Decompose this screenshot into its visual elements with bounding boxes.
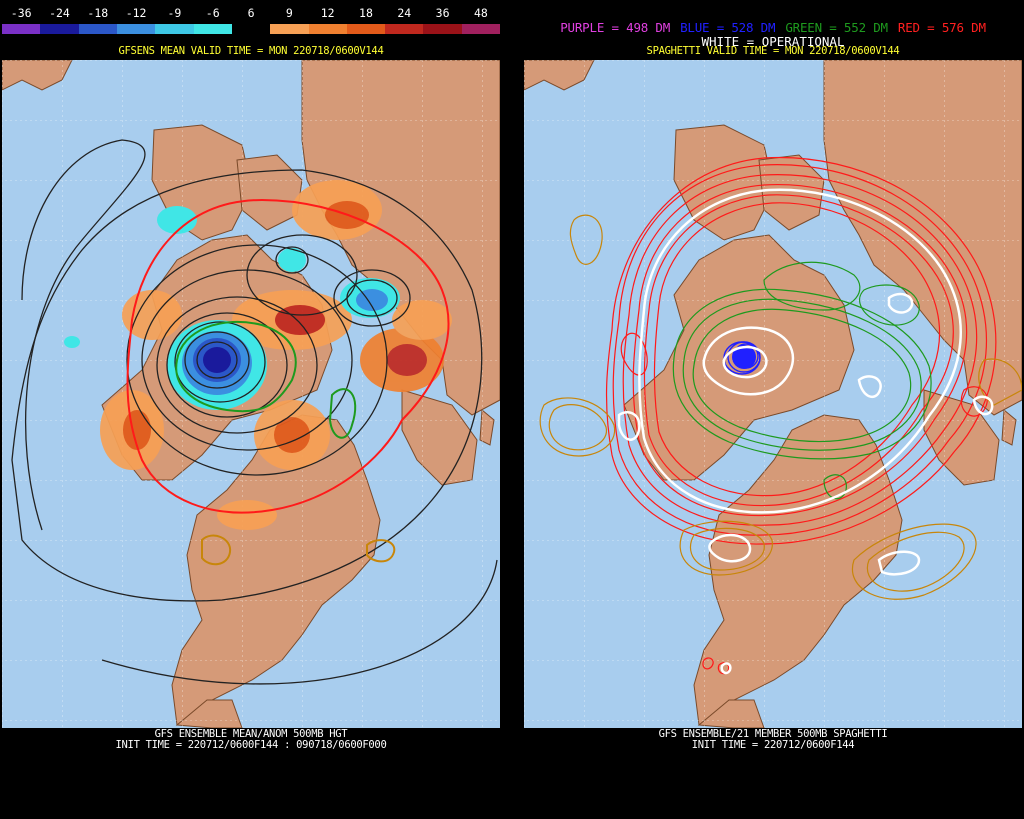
colorbar-label: -18 [87,6,109,20]
colorbar-label: -12 [125,6,147,20]
colorbar-swatch [155,24,194,34]
right-bottom-title: GFS ENSEMBLE/21 MEMBER 500MB SPAGHETTI [658,728,888,740]
colorbar-swatch [308,24,347,34]
colorbar-label: 6 [247,6,255,20]
ensemble-mean-anomaly-panel: -36 -24 -18 -12 -9 -6 6 9 12 18 24 36 48 GFSENS MEAN… [0,0,502,819]
colorbar-swatch [2,24,41,34]
legend-white: WHITE = OPERATIONAL [701,34,845,49]
negative-anomalies [64,206,400,410]
colorbar-label: -6 [205,6,220,20]
colorbar-swatch [40,24,79,34]
left-bottom-title: GFS ENSEMBLE MEAN/ANOM 500MB HGT [154,728,348,740]
colorbar-swatch [193,24,232,34]
spaghetti-white-operational [617,188,994,675]
contour-green-small [328,388,357,439]
colorbar-label: 24 [397,6,412,20]
right-init-time: INIT TIME = 220712/0600F144 [691,739,855,751]
colorbar-swatch [346,24,386,34]
left-init-time: INIT TIME = 220712/0600F144 : 090718/060… [115,739,387,751]
spaghetti-gold [539,214,1022,600]
colorbar-label: -36 [10,6,32,20]
colorbar-swatch [231,24,271,34]
contour-gold [201,534,232,566]
spaghetti-green-552 [672,261,932,500]
anomaly-neg-pacific [64,336,80,348]
colorbar-label: 36 [435,6,450,20]
legend-purple: PURPLE = 498 DM [560,20,671,35]
contour-576-red [126,198,450,514]
spaghetti-legend: PURPLE = 498 DM BLUE = 528 DM GREEN = 552 … [522,20,1024,35]
contour-552-green [175,320,297,413]
colorbar-swatches [2,24,501,34]
colorbar-label: 48 [473,6,488,20]
anomaly-neg-greenland [157,206,197,234]
anomaly-pos-west-siberia [392,300,452,340]
right-valid-time-title: SPAGHETTI VALID TIME = MON 220718/0600V1… [646,45,900,57]
colorbar-swatch [116,24,156,34]
colorbar-label: 9 [285,6,293,20]
left-valid-time-title: GFSENS MEAN VALID TIME = MON 220718/0600… [118,45,384,57]
legend-green: GREEN = 552 DM [785,20,888,35]
legend-red: RED = 576 DM [897,20,986,35]
lat-lon-grid [524,60,1022,728]
anomaly-colorbar: -36 -24 -18 -12 -9 -6 6 9 12 18 24 36 48 [2,4,501,36]
left-map [2,60,500,728]
colorbar-labels: -36 -24 -18 -12 -9 -6 6 9 12 18 24 36 48 [2,4,500,22]
colorbar-label: -24 [49,6,70,20]
colorbar-label: 18 [359,6,373,20]
contour-gold-atlantic [366,539,396,563]
colorbar-swatch [461,24,501,34]
colorbar-swatch [270,24,309,34]
anomaly-neg-east-arctic [278,248,306,272]
spaghetti-panel: PURPLE = 498 DM BLUE = 528 DM GREEN = 552 … [522,0,1024,819]
colorbar-swatch [78,24,117,34]
spaghetti-blue-fill [732,345,756,369]
colorbar-label: 12 [320,6,335,20]
legend-blue: BLUE = 528 DM [680,20,776,35]
colorbar-label: -9 [167,6,182,20]
panel-divider [502,0,522,819]
anomaly-pos-us-east [217,500,277,530]
colorbar-swatch [385,24,424,34]
height-contours [11,139,498,685]
colorbar-swatch [423,24,462,34]
right-map [524,60,1022,728]
